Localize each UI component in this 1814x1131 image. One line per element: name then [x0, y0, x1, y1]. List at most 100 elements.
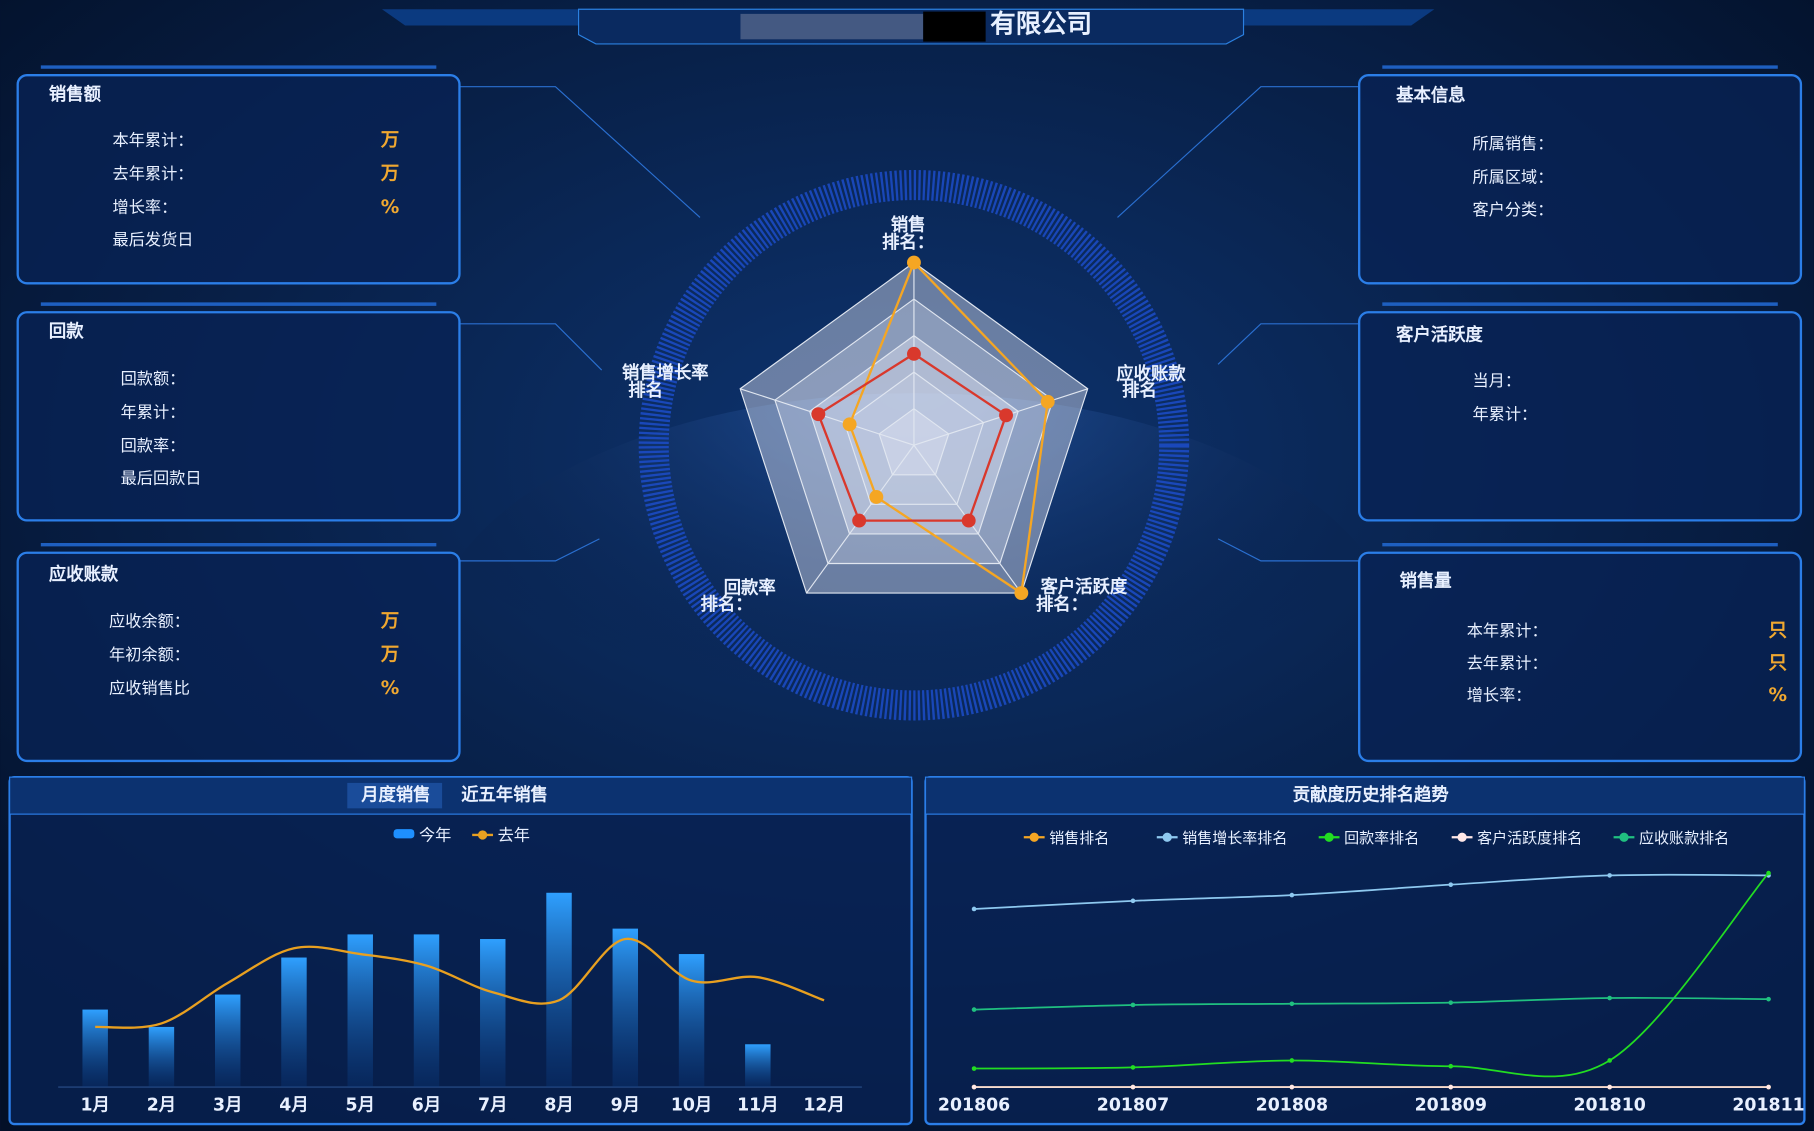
legend-swatch [1457, 832, 1467, 842]
line-point [1766, 996, 1771, 1002]
radar-point [869, 490, 884, 504]
panel-title: 销售额 [49, 84, 102, 105]
chart-title: 贡献度历史排名趋势 [1293, 785, 1450, 806]
planet-glow [428, 393, 1400, 903]
field-label: 增长率： [113, 198, 178, 217]
line-point [1289, 1058, 1295, 1063]
field-unit: 万 [380, 164, 400, 185]
radar-ring [638, 169, 1190, 721]
radar-point [999, 408, 1013, 423]
bar [745, 1044, 771, 1088]
radar-rank-label: 排名： [1036, 594, 1088, 615]
tab[interactable]: 近五年销售 [461, 785, 548, 806]
radar-spoke [739, 388, 915, 446]
field-label: 本年累计： [113, 131, 194, 150]
line [974, 873, 1769, 910]
radar-point [907, 255, 921, 270]
x-tick-label: 201809 [1415, 1096, 1487, 1116]
field-label: 回款率： [121, 436, 186, 455]
line-point [1130, 1084, 1136, 1090]
panel [16, 74, 461, 285]
field-unit: % [1769, 685, 1788, 706]
field-unit: 只 [1769, 653, 1788, 674]
x-tick-label: 2月 [147, 1096, 176, 1116]
field-unit: 只 [1769, 620, 1788, 641]
header-title: 有限公司 [990, 8, 1092, 38]
bar [214, 994, 241, 1088]
line-point [1448, 1063, 1454, 1069]
field-unit: 万 [380, 611, 400, 632]
redacted [740, 13, 924, 40]
line-point [1289, 1084, 1295, 1090]
x-tick-label: 201807 [1097, 1096, 1169, 1116]
x-tick-label: 8月 [544, 1096, 573, 1116]
radar-axis-label: 应收账款 [1116, 364, 1186, 385]
field-label: 增长率： [1467, 686, 1532, 705]
line-point [1130, 1002, 1136, 1008]
line-point [1130, 1065, 1136, 1070]
line-point [1130, 898, 1136, 904]
legend-label: 今年 [419, 826, 451, 845]
field-label: 应收销售比 [109, 679, 190, 698]
field-label: 年初余额： [109, 645, 190, 664]
legend-label: 销售排名 [1049, 829, 1109, 847]
chart-header [924, 776, 1805, 815]
field-label: 年累计： [121, 402, 186, 421]
line [95, 937, 825, 1029]
line-point [1766, 1084, 1771, 1090]
x-tick-label: 201806 [938, 1096, 1010, 1116]
panel-title: 基本信息 [1395, 85, 1465, 106]
line-point [1448, 882, 1454, 887]
x-tick-label: 201811 [1732, 1096, 1804, 1116]
line-point [971, 1084, 977, 1090]
radar-area [848, 260, 1049, 596]
bar [678, 954, 705, 1088]
field-label: 去年累计： [1467, 653, 1548, 672]
x-tick-label: 12月 [803, 1096, 844, 1116]
legend-swatch [1162, 832, 1172, 842]
x-tick-label: 9月 [611, 1096, 640, 1116]
line-point [1607, 995, 1612, 1001]
field-label: 年累计： [1473, 405, 1538, 424]
chart-panel [8, 775, 913, 1126]
x-tick-label: 1月 [80, 1096, 109, 1116]
line-point [1766, 870, 1771, 876]
legend-swatch [1619, 832, 1629, 842]
x-tick-label: 11月 [737, 1096, 778, 1116]
legend-swatch [477, 830, 488, 840]
line-point [1448, 1000, 1454, 1005]
line-point [971, 1007, 977, 1012]
legend-label: 去年 [498, 826, 530, 845]
line-point [1607, 1058, 1612, 1063]
chart-header [9, 776, 913, 815]
radar-point [1040, 394, 1055, 409]
connectors [459, 86, 1360, 562]
radar-axis-label: 回款率 [724, 578, 776, 599]
bar [413, 934, 440, 1088]
line-point [1289, 892, 1295, 898]
field-unit: % [381, 678, 400, 699]
bar [480, 939, 506, 1088]
radar-rank-label: 排名： [701, 594, 753, 615]
x-tick-label: 10月 [671, 1096, 712, 1116]
legend-swatch [393, 829, 415, 839]
panel [16, 551, 461, 763]
tab[interactable]: 月度销售 [360, 785, 430, 806]
field-unit: 万 [380, 645, 400, 666]
field-label: 回款额： [121, 369, 186, 388]
x-tick-label: 7月 [478, 1096, 507, 1116]
radar-axis-label: 销售增长率 [622, 363, 709, 384]
bar [281, 957, 307, 1088]
radar-point [1014, 586, 1029, 600]
panel-title: 销售量 [1400, 571, 1452, 592]
line-point [971, 906, 977, 912]
x-tick-label: 5月 [346, 1096, 375, 1116]
panel [1358, 551, 1803, 763]
tab-active[interactable] [347, 782, 443, 809]
bar [82, 1009, 108, 1088]
legend-label: 销售增长率排名 [1182, 829, 1287, 847]
x-tick-label: 4月 [279, 1096, 308, 1116]
field-label: 客户分类： [1473, 200, 1554, 219]
